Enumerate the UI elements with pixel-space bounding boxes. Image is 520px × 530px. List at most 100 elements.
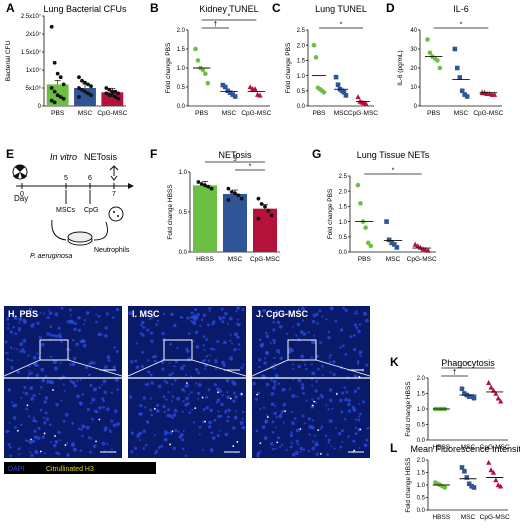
- nucleus: [259, 450, 262, 453]
- nucleus: [31, 439, 36, 443]
- data-point: [363, 100, 369, 106]
- nucleus: [102, 399, 105, 403]
- micro-panel-label: J. CpG-MSC: [256, 309, 309, 319]
- data-point: [355, 94, 361, 100]
- nucleus: [30, 453, 34, 458]
- nucleus: [329, 306, 334, 311]
- nucleus: [73, 321, 77, 325]
- nucleus: [71, 362, 76, 367]
- nucleus: [272, 386, 276, 390]
- nucleus: [272, 320, 276, 324]
- nucleus: [115, 350, 119, 354]
- data-point: [227, 90, 233, 95]
- nucleus: [273, 356, 276, 360]
- nucleus: [361, 400, 365, 404]
- nucleus: [339, 346, 342, 349]
- nucleus: [18, 321, 21, 324]
- day-0-label: 0: [20, 191, 24, 198]
- nucleus: [297, 337, 300, 340]
- nucleus: [257, 358, 262, 362]
- nucleus: [85, 425, 90, 430]
- nucleus: [172, 446, 177, 451]
- data-point: [239, 196, 244, 201]
- nucleus: [263, 436, 268, 440]
- nucleus: [191, 315, 196, 319]
- nucleus: [81, 424, 86, 429]
- nucleus: [112, 423, 117, 428]
- nucleus: [140, 323, 143, 327]
- nucleus: [356, 386, 360, 390]
- y-tick-label: 1.0: [297, 74, 306, 80]
- nucleus: [144, 383, 147, 386]
- data-point: [263, 204, 267, 209]
- nucleus: [203, 348, 206, 351]
- nucleus: [316, 396, 320, 400]
- nucleus: [17, 447, 21, 451]
- nucleus: [76, 394, 80, 399]
- nucleus: [71, 442, 75, 446]
- net-signal: [54, 435, 56, 437]
- nucleus: [277, 436, 281, 440]
- nucleus: [161, 331, 165, 336]
- data-point: [471, 485, 477, 490]
- nucleus: [162, 395, 166, 399]
- nucleus: [344, 353, 348, 356]
- nucleus: [5, 429, 9, 433]
- data-point: [107, 93, 112, 98]
- nucleus: [236, 318, 239, 321]
- nucleus: [8, 421, 11, 424]
- nucleus: [354, 426, 358, 430]
- data-point: [452, 46, 458, 52]
- nucleus: [210, 431, 213, 434]
- nucleus: [147, 359, 150, 362]
- data-point: [384, 219, 389, 224]
- nucleus: [206, 323, 210, 327]
- nucleus: [32, 355, 37, 360]
- nucleus: [14, 332, 18, 336]
- y-axis-label: Fold change PBS: [327, 188, 334, 239]
- data-point: [247, 84, 253, 90]
- legend-citrullinated-h3: Citrullinated H3: [46, 466, 94, 473]
- nucleus: [261, 374, 265, 378]
- nucleus: [301, 383, 305, 386]
- data-point: [196, 180, 201, 184]
- net-signal: [153, 407, 156, 410]
- nucleus: [220, 307, 224, 311]
- x-tick-label: CpG-MSC: [407, 256, 437, 263]
- nucleus: [130, 450, 134, 454]
- nucleus: [329, 371, 332, 374]
- nucleus: [281, 409, 285, 413]
- nucleus: [353, 312, 356, 315]
- data-point: [341, 90, 347, 95]
- y-tick-label: 0.0: [297, 104, 306, 110]
- nucleus: [297, 308, 301, 311]
- panel-e-title-italic: In vitro: [50, 152, 77, 162]
- nucleus: [116, 421, 121, 426]
- x-tick-label: CpG-MSC: [241, 110, 271, 117]
- panel-a-letter: A: [6, 1, 15, 15]
- nucleus: [342, 344, 345, 348]
- nucleus: [167, 391, 170, 394]
- nucleus: [13, 316, 18, 321]
- nucleus: [208, 310, 211, 313]
- nucleus: [77, 328, 81, 333]
- nucleus: [59, 335, 63, 339]
- nucleus: [310, 356, 314, 359]
- nucleus: [325, 404, 328, 407]
- nucleus: [85, 311, 90, 315]
- nucleus: [37, 436, 41, 440]
- nucleus: [41, 435, 46, 439]
- significance-mark: *: [228, 14, 231, 21]
- nucleus: [190, 391, 193, 394]
- nucleus: [109, 430, 112, 434]
- nucleus: [62, 383, 65, 386]
- nucleus: [90, 402, 92, 405]
- nucleus: [19, 350, 22, 353]
- net-signal: [313, 400, 316, 403]
- nucleus: [265, 351, 269, 355]
- nucleus: [186, 349, 190, 354]
- nucleus: [285, 332, 289, 335]
- nucleus: [145, 420, 149, 424]
- data-point: [391, 242, 397, 247]
- nucleus: [357, 415, 360, 418]
